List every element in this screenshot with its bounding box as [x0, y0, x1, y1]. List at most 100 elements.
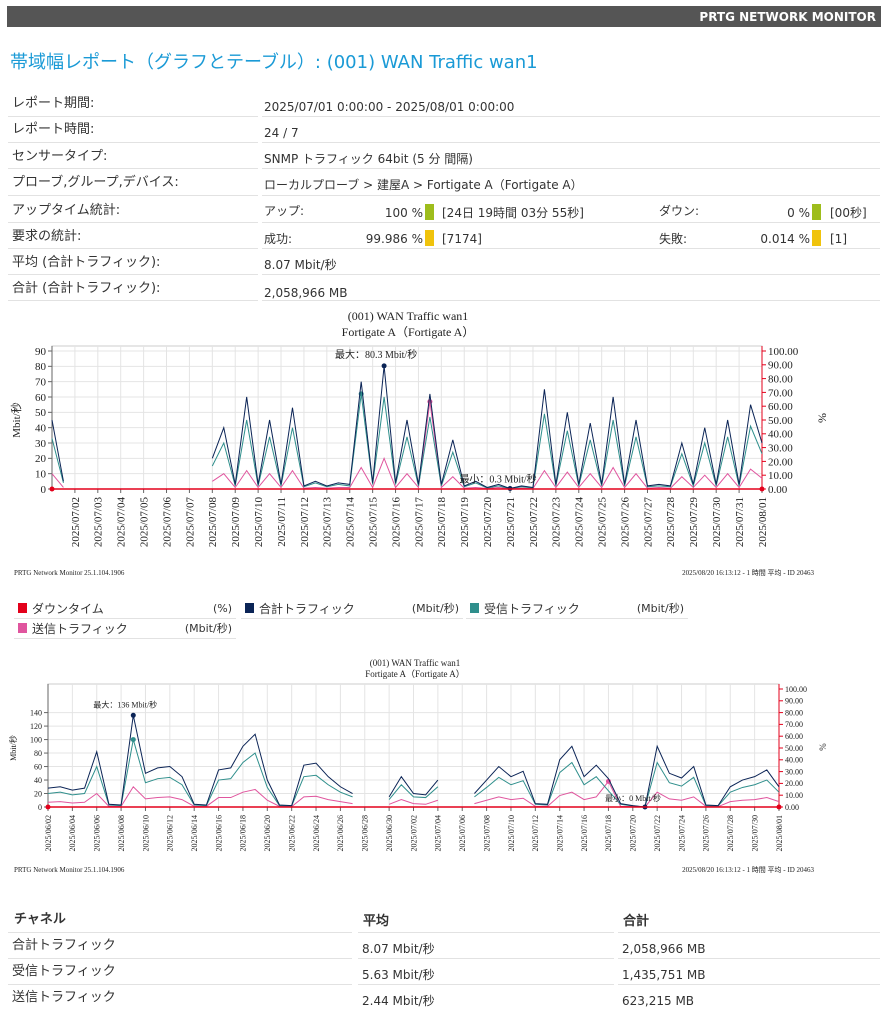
y-tick-label: 20	[35, 453, 47, 465]
x-tick-label: 2025/06/30	[385, 815, 394, 851]
row-value: SNMP トラフィック 64bit (5 分 間隔)	[264, 152, 473, 166]
legend-rule	[241, 618, 463, 619]
table-rule	[8, 984, 352, 985]
x-tick-label: 2025/06/24	[312, 815, 321, 851]
y2-tick-label: 40.00	[768, 429, 793, 441]
row-label: アップタイム統計:	[12, 203, 121, 218]
x-tick-label: 2025/07/11	[276, 497, 288, 547]
table-rule	[618, 984, 880, 985]
legend-swatch	[18, 623, 27, 633]
status-square	[812, 230, 821, 246]
min-annotation: 最小：0.3 Mbit/秒	[459, 473, 536, 486]
header-bar	[7, 6, 881, 27]
legend-unit: (Mbit/秒)	[184, 622, 232, 635]
x-tick-label: 2025/07/18	[436, 497, 448, 548]
x-tick-label: 2025/06/12	[166, 815, 175, 851]
y2-tick-label: 10.00	[768, 470, 793, 482]
stat-value: 0 %	[787, 206, 810, 220]
y-tick-label: 80	[35, 361, 47, 373]
legend-rule	[466, 618, 688, 619]
y2-tick-label: 20.00	[768, 456, 793, 468]
y-tick-label: 50	[35, 407, 47, 419]
y-axis-label: Mbit/秒	[9, 402, 23, 437]
status-square	[425, 204, 434, 220]
x-tick-label: 2025/06/26	[336, 815, 345, 851]
legend-swatch	[245, 603, 254, 613]
chart-title: (001) WAN Traffic wan1	[370, 658, 460, 668]
x-tick-label: 2025/07/20	[629, 815, 638, 851]
x-tick-label: 2025/07/12	[531, 815, 540, 851]
table-rule	[358, 932, 614, 933]
y2-tick-label: 40.00	[785, 756, 803, 765]
plot-area	[51, 345, 763, 490]
x-tick-label: 2025/07/16	[390, 497, 402, 548]
y2-tick-label: 50.00	[785, 744, 803, 753]
stat-value: 0.014 %	[760, 232, 810, 246]
x-tick-label: 2025/07/23	[551, 497, 563, 548]
x-tick-label: 2025/07/03	[93, 497, 105, 548]
table-rule	[618, 932, 880, 933]
table-cell: 1,435,751 MB	[622, 968, 706, 982]
x-tick-label: 2025/06/16	[214, 815, 223, 851]
y2-tick-label: 70.00	[768, 387, 793, 399]
x-tick-label: 2025/07/28	[726, 815, 735, 851]
y2-tick-label: 0.00	[785, 803, 799, 812]
table-cell: 8.07 Mbit/秒	[362, 942, 435, 956]
stat-detail: [1]	[830, 232, 847, 246]
legend-rule	[14, 618, 236, 619]
x-tick-label: 2025/07/22	[653, 815, 662, 851]
footer-right: 2025/08/20 16:13:12 - 1 時間 平均 - ID 20463	[682, 568, 814, 577]
legend-unit: (Mbit/秒)	[636, 602, 684, 615]
x-tick-label: 2025/07/04	[434, 815, 443, 851]
legend-label: 送信トラフィック	[32, 622, 128, 636]
legend-swatch	[470, 603, 479, 613]
x-tick-label: 2025/07/12	[299, 497, 311, 547]
y-tick-label: 30	[35, 438, 47, 450]
x-tick-label: 2025/07/15	[367, 497, 379, 548]
x-tick-label: 2025/07/05	[138, 497, 150, 548]
x-tick-label: 2025/06/28	[361, 815, 370, 851]
series-dot	[49, 486, 55, 492]
y2-tick-label: 30.00	[768, 442, 793, 454]
min-annotation: 最小：0 Mbit/秒	[605, 793, 661, 803]
max-annotation: 最大：136 Mbit/秒	[93, 699, 157, 709]
y2-tick-label: 30.00	[785, 767, 803, 776]
y2-tick-label: 100.00	[785, 685, 807, 694]
x-tick-label: 2025/07/30	[711, 497, 723, 548]
y-tick-label: 10	[35, 469, 47, 481]
max-dot	[130, 737, 136, 743]
y2-tick-label: 0.00	[768, 484, 788, 496]
x-tick-label: 2025/08/01	[775, 815, 784, 851]
series-dot	[759, 486, 765, 492]
x-tick-label: 2025/07/06	[458, 815, 467, 851]
series-line	[47, 715, 780, 808]
row-label: センサータイプ:	[12, 149, 108, 164]
x-tick-label: 2025/07/30	[750, 815, 759, 851]
y-tick-label: 40	[34, 776, 42, 785]
y2-tick-label: 90.00	[785, 697, 803, 706]
table-rule	[618, 958, 880, 959]
y-tick-label: 80	[34, 749, 42, 758]
x-tick-label: 2025/07/08	[207, 497, 219, 548]
x-tick-label: 2025/07/21	[505, 497, 517, 547]
x-tick-label: 2025/07/14	[556, 815, 565, 851]
row-label: レポート期間:	[12, 96, 95, 111]
x-tick-label: 2025/07/08	[482, 815, 491, 851]
x-tick-label: 2025/07/28	[665, 497, 677, 548]
series-dot	[776, 804, 782, 810]
y-axis-label: Mbit/秒	[8, 735, 18, 761]
y-tick-label: 0	[38, 803, 42, 812]
x-tick-label: 2025/07/14	[345, 497, 357, 548]
row-label: 要求の統計:	[12, 229, 82, 244]
y-tick-label: 60	[34, 762, 42, 771]
table-cell: 送信トラフィック	[12, 990, 116, 1005]
y-tick-label: 100	[30, 735, 42, 744]
x-tick-label: 2025/07/25	[597, 497, 609, 548]
table-cell: 合計トラフィック	[12, 938, 116, 953]
legend-label: ダウンタイム	[32, 602, 104, 616]
x-tick-label: 2025/06/14	[190, 815, 199, 851]
table-header: 平均	[363, 914, 390, 929]
